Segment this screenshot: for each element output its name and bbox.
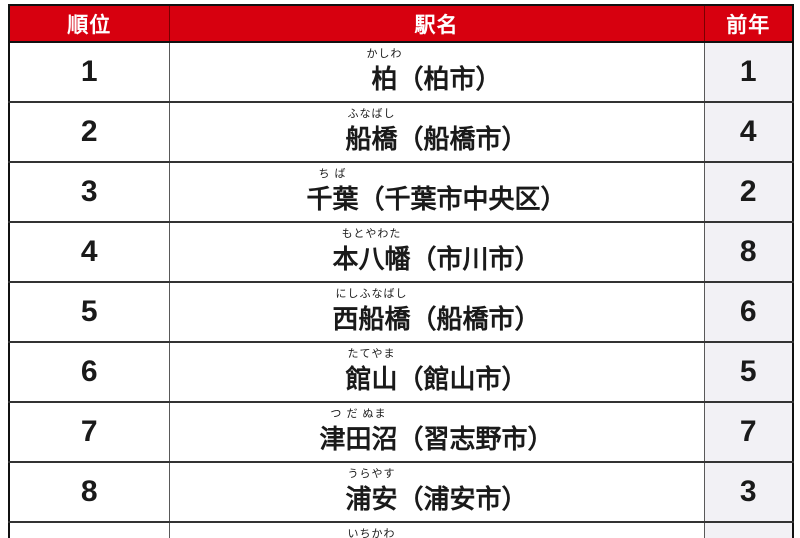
station-furigana: かしわ xyxy=(366,48,403,60)
prev-year-cell: 3 xyxy=(703,461,794,523)
station-furigana: うらやす xyxy=(347,468,396,480)
station-furigana: もとやわた xyxy=(341,228,402,240)
header-row: 順位 駅名 前年 xyxy=(8,5,794,43)
table-row: 1 かしわ柏（柏市） 1 xyxy=(8,41,794,103)
header-rank: 順位 xyxy=(8,5,170,43)
station-kanji: 船橋 xyxy=(345,124,398,154)
station-city: （船橋市） xyxy=(397,124,528,154)
table-row: 7 つ だ ぬま津田沼（習志野市） 7 xyxy=(8,401,794,463)
station-name: かしわ柏 xyxy=(366,48,401,96)
station-kanji: 柏 xyxy=(371,64,398,94)
station-furigana: ふなばし xyxy=(347,108,396,120)
station-name: つ だ ぬま 津田沼 xyxy=(319,408,398,456)
station-kanji: 津田沼 xyxy=(319,424,398,454)
table-row: 2 ふなばし船橋（船橋市） 4 xyxy=(8,101,794,163)
station-cell: たてやま館山（館山市） xyxy=(168,341,705,403)
station-kanji: 浦安 xyxy=(345,484,398,514)
station-city: （浦安市） xyxy=(397,484,528,514)
prev-year-cell: 1 xyxy=(703,41,794,103)
rank-cell: 1 xyxy=(8,41,170,103)
rank-cell: 5 xyxy=(8,281,170,343)
rank-cell: 4 xyxy=(8,221,170,283)
station-city: （市川市） xyxy=(410,244,541,274)
station-cell: もとやわた本八幡（市川市） xyxy=(168,221,705,283)
station-cell: かしわ柏（柏市） xyxy=(168,41,705,103)
prev-year-cell: 4 xyxy=(703,101,794,163)
table-row: 3 ち ば千葉（千葉市中央区） 2 xyxy=(8,161,794,223)
station-name: にしふなばし 西船橋 xyxy=(332,288,411,336)
station-name: ふなばし 船橋 xyxy=(345,108,398,156)
table-row: 8 うらやす浦安（浦安市） 3 xyxy=(8,461,794,523)
rank-cell: 2 xyxy=(8,101,170,163)
station-kanji: 千葉 xyxy=(306,184,359,214)
table-row: 6 たてやま館山（館山市） 5 xyxy=(8,341,794,403)
station-furigana: たてやま xyxy=(347,348,396,360)
station-city: （船橋市） xyxy=(410,304,541,334)
station-cell: うらやす浦安（浦安市） xyxy=(168,461,705,523)
station-furigana: つ だ ぬま xyxy=(330,408,387,420)
station-furigana: いちかわ xyxy=(347,528,396,538)
station-cell: ふなばし船橋（船橋市） xyxy=(168,101,705,163)
station-cell: にしふなばし西船橋（船橋市） xyxy=(168,281,705,343)
station-kanji: 本八幡 xyxy=(332,244,411,274)
prev-year-cell: 2 xyxy=(703,161,794,223)
header-station: 駅名 xyxy=(168,5,705,43)
prev-year-cell: 11 xyxy=(703,521,794,538)
station-city: （柏市） xyxy=(397,64,502,94)
table-row: 9 いちかわ市川（市川市） 11 xyxy=(8,521,794,538)
table-row: 4 もとやわた本八幡（市川市） 8 xyxy=(8,221,794,283)
station-city: （館山市） xyxy=(397,364,528,394)
station-cell: つ だ ぬま津田沼（習志野市） xyxy=(168,401,705,463)
rank-cell: 3 xyxy=(8,161,170,223)
table-row: 5 にしふなばし西船橋（船橋市） 6 xyxy=(8,281,794,343)
prev-year-cell: 5 xyxy=(703,341,794,403)
rank-cell: 6 xyxy=(8,341,170,403)
rank-cell: 9 xyxy=(8,521,170,538)
rank-cell: 7 xyxy=(8,401,170,463)
prev-year-cell: 6 xyxy=(703,281,794,343)
station-kanji: 館山 xyxy=(345,364,398,394)
station-furigana: にしふなばし xyxy=(335,288,408,300)
header-prev-year: 前年 xyxy=(703,5,794,43)
station-furigana: ち ば xyxy=(318,168,347,180)
rank-cell: 8 xyxy=(8,461,170,523)
ranking-table: 順位 駅名 前年 1 かしわ 柏（柏市） 1 2 ふなばし 船橋（船橋市） 4 3 … xyxy=(8,4,794,538)
station-cell: ち ば千葉（千葉市中央区） xyxy=(168,161,705,223)
prev-year-cell: 8 xyxy=(703,221,794,283)
station-name: ち ば千葉 xyxy=(306,168,359,216)
station-city: （千葉市中央区） xyxy=(358,184,567,214)
station-name: もとやわた 本八幡 xyxy=(332,228,411,276)
station-kanji: 西船橋 xyxy=(332,304,411,334)
station-city: （習志野市） xyxy=(397,424,554,454)
prev-year-cell: 7 xyxy=(703,401,794,463)
station-name: うらやす 浦安 xyxy=(345,468,398,516)
station-cell: いちかわ市川（市川市） xyxy=(168,521,705,538)
station-name: たてやま 館山 xyxy=(345,348,398,396)
